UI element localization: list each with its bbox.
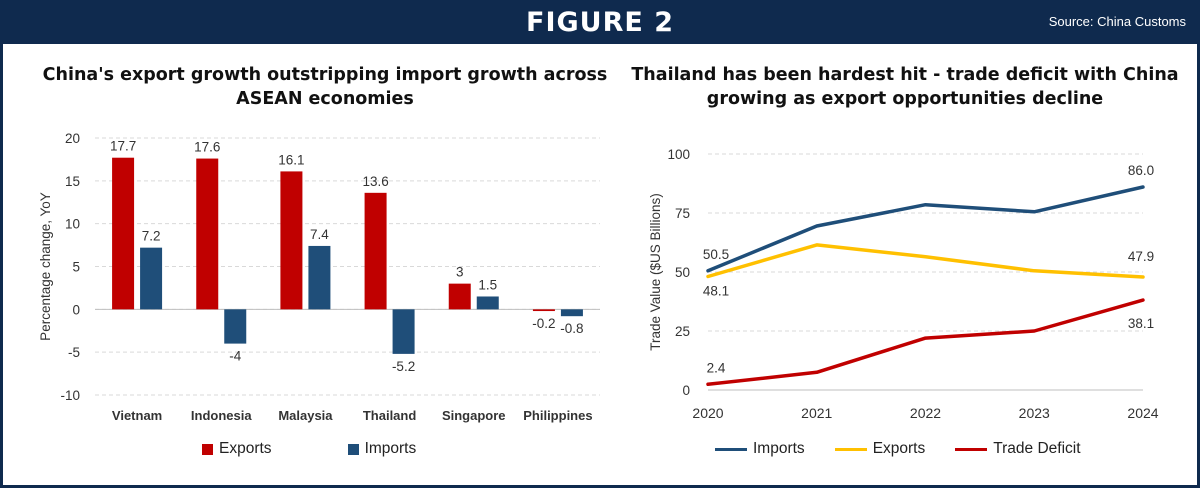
y-tick-label: 25 xyxy=(675,324,690,339)
bar-imports-thailand xyxy=(392,309,415,354)
legend-swatch-deficit-line xyxy=(955,447,988,451)
y-tick-label: 15 xyxy=(65,174,80,189)
data-label-imports-philippines: -0.8 xyxy=(560,321,583,336)
legend-item-exports: Exports xyxy=(202,440,272,458)
x-tick-label-2021: 2021 xyxy=(801,405,832,421)
data-label-imports-singapore: 1.5 xyxy=(478,277,497,292)
legend-swatch-imports xyxy=(347,443,359,455)
legend-item-exports-line: Exports xyxy=(834,440,926,458)
bar-exports-thailand xyxy=(364,192,387,310)
x-tick-label-malaysia: Malaysia xyxy=(278,408,333,423)
data-label-imports-malaysia: 7.4 xyxy=(310,227,329,242)
y-tick-label: 20 xyxy=(65,131,80,146)
y-axis-label: Percentage change, YoY xyxy=(38,192,53,341)
legend-swatch-exports-line xyxy=(834,447,867,451)
y-tick-label: 0 xyxy=(72,302,80,317)
y-tick-label: 5 xyxy=(72,260,80,275)
bar-imports-philippines xyxy=(560,309,583,317)
data-label-imports-4: 86.0 xyxy=(1128,163,1154,178)
data-label-exports-thailand: 13.6 xyxy=(362,174,388,189)
y-tick-label: 0 xyxy=(682,383,690,398)
data-label-trade-deficit-4: 38.1 xyxy=(1128,316,1154,331)
series-line-imports xyxy=(706,185,1145,273)
y-tick-label: 10 xyxy=(65,217,80,232)
data-label-exports-4: 47.9 xyxy=(1128,249,1154,264)
legend-swatch-imports-line xyxy=(715,447,747,451)
legend-label-exports: Exports xyxy=(219,440,272,457)
data-label-exports-philippines: -0.2 xyxy=(532,316,555,331)
y-tick-label: 100 xyxy=(667,147,690,162)
series-line-exports xyxy=(706,243,1145,279)
bar-imports-malaysia xyxy=(308,245,331,310)
y-tick-label: 75 xyxy=(675,206,690,221)
source-note: Source: China Customs xyxy=(1048,14,1186,29)
data-label-imports-thailand: -5.2 xyxy=(392,359,415,374)
x-tick-label-2023: 2023 xyxy=(1019,405,1050,421)
data-label-exports-malaysia: 16.1 xyxy=(278,152,304,167)
bar-chart-legend: Exports Imports xyxy=(202,440,416,458)
bar-exports-malaysia xyxy=(280,171,303,310)
data-label-exports-0: 48.1 xyxy=(703,283,729,298)
data-label-exports-vietnam: 17.7 xyxy=(110,139,136,154)
legend-item-deficit-line: Trade Deficit xyxy=(955,440,1081,458)
x-tick-label-2022: 2022 xyxy=(910,405,941,421)
legend-label-deficit-line: Trade Deficit xyxy=(993,440,1081,457)
figure-title: FIGURE 2 xyxy=(526,7,674,38)
line-chart-title: Thailand has been hardest hit - trade de… xyxy=(631,65,1179,109)
legend-swatch-exports xyxy=(202,443,213,455)
bar-imports-singapore xyxy=(476,296,499,310)
x-tick-label-2024: 2024 xyxy=(1127,405,1158,421)
y-tick-label: 50 xyxy=(675,265,690,280)
bar-exports-singapore xyxy=(448,283,471,310)
data-label-exports-singapore: 3 xyxy=(456,265,464,280)
x-tick-label-vietnam: Vietnam xyxy=(112,408,162,423)
bar-exports-indonesia xyxy=(196,158,219,310)
legend-label-imports-line: Imports xyxy=(753,440,805,457)
data-label-imports-vietnam: 7.2 xyxy=(142,229,161,244)
data-label-imports-0: 50.5 xyxy=(703,247,729,262)
series-line-trade-deficit xyxy=(706,298,1145,387)
bar-exports-philippines xyxy=(532,309,555,312)
data-label-imports-indonesia: -4 xyxy=(229,349,241,364)
figure-banner: FIGURE 2 Source: China Customs xyxy=(0,0,1200,44)
line-chart-legend: Imports Exports Trade Deficit xyxy=(715,440,1081,458)
bar-chart-title: China's export growth outstripping impor… xyxy=(42,65,608,109)
legend-item-imports: Imports xyxy=(347,440,417,458)
x-tick-label-singapore: Singapore xyxy=(442,408,506,423)
bar-imports-indonesia xyxy=(224,309,247,344)
y-axis-label: Trade Value ($US Billions) xyxy=(648,193,663,351)
bar-exports-vietnam xyxy=(112,157,135,310)
bar-chart: -10 -5 0 5 10 15 20 Percentage change, YoY Vietn… xyxy=(38,131,600,423)
x-tick-label-2020: 2020 xyxy=(692,405,723,421)
x-tick-label-philippines: Philippines xyxy=(523,408,592,423)
x-tick-label-indonesia: Indonesia xyxy=(191,408,252,423)
bar-imports-vietnam xyxy=(140,247,163,310)
data-label-exports-indonesia: 17.6 xyxy=(194,140,220,155)
x-tick-label-thailand: Thailand xyxy=(363,408,417,423)
legend-item-imports-line: Imports xyxy=(715,440,805,458)
y-tick-label: -10 xyxy=(60,388,80,403)
data-label-trade-deficit-0: 2.4 xyxy=(707,360,726,375)
legend-label-exports-line: Exports xyxy=(872,440,926,457)
legend-label-imports: Imports xyxy=(364,440,417,457)
y-tick-label: -5 xyxy=(68,345,80,360)
